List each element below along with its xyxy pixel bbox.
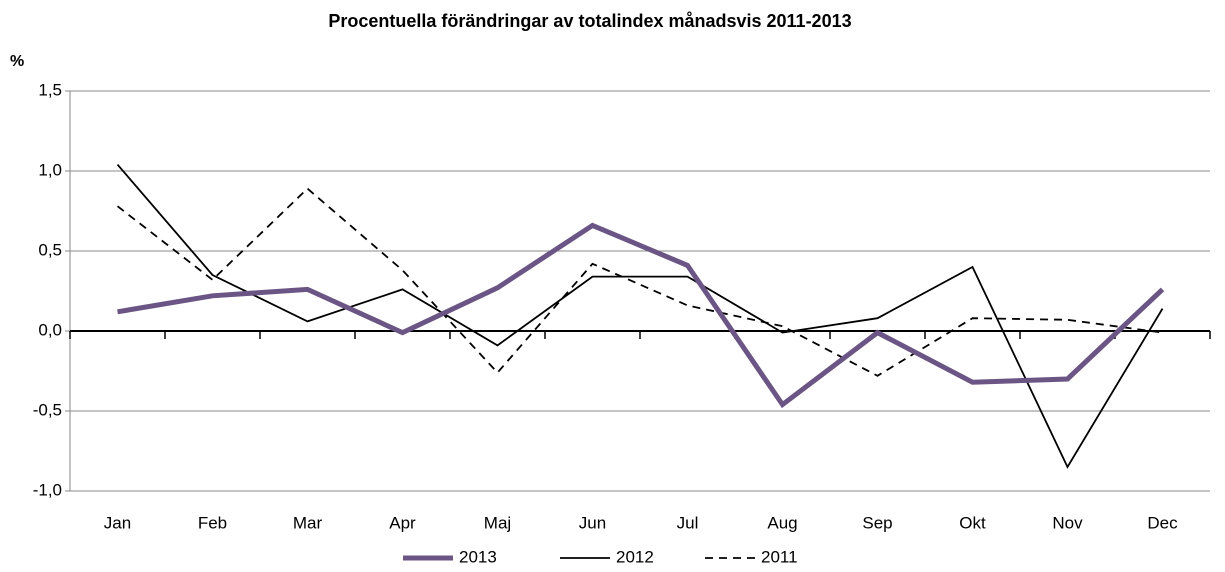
x-tick-label: Okt (959, 513, 986, 532)
y-tick-label: -1,0 (33, 480, 62, 499)
legend-label: 2013 (459, 547, 497, 566)
x-tick-label: Mar (293, 513, 323, 532)
x-tick-label: Sep (862, 513, 892, 532)
x-tick-label: Maj (484, 513, 511, 532)
x-tick-label: Jul (677, 513, 699, 532)
x-tick-label: Apr (389, 513, 416, 532)
x-tick-label: Jan (104, 513, 131, 532)
x-tick-label: Aug (767, 513, 797, 532)
legend-label: 2012 (616, 547, 654, 566)
y-tick-label: -0,5 (33, 400, 62, 419)
y-tick-label: 0,0 (38, 320, 62, 339)
y-tick-label: 0,5 (38, 240, 62, 259)
series-line (116, 164, 1164, 469)
x-tick-label: Feb (198, 513, 227, 532)
x-tick-label: Nov (1052, 513, 1083, 532)
x-tick-label: Jun (579, 513, 606, 532)
y-axis-label: % (10, 53, 24, 70)
chart-title: Procentuella förändringar av totalindex … (328, 11, 851, 31)
series-line (117, 222, 1165, 409)
x-tick-label: Dec (1147, 513, 1178, 532)
y-tick-label: 1,0 (38, 160, 62, 179)
y-tick-label: 1,5 (38, 80, 62, 99)
legend-label: 2011 (761, 547, 798, 566)
series-line (116, 187, 1163, 377)
